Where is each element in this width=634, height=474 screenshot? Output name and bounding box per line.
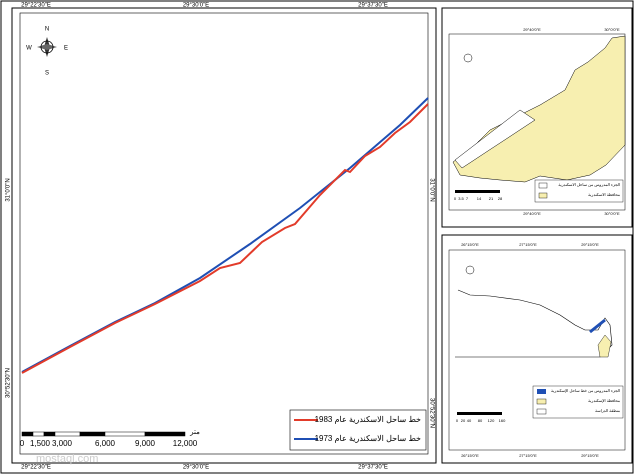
compass-s: S bbox=[45, 71, 49, 77]
top-coord: 26°15'0"E bbox=[461, 242, 479, 247]
scale-label: 3,000 bbox=[52, 439, 73, 448]
inset-neatline bbox=[448, 249, 626, 451]
compass bbox=[37, 37, 57, 57]
scale-label: 1,500 bbox=[30, 439, 51, 448]
legend-swatch bbox=[538, 182, 548, 189]
bottom-coord: 29°22'30"E bbox=[21, 465, 51, 471]
legend-label: خط ساحل الاسكندرية عام 1983 bbox=[315, 415, 421, 424]
bottom-coord: 26°15'0"E bbox=[461, 453, 479, 458]
compass-e: E bbox=[64, 46, 68, 52]
top-coord: 29°30'0"E bbox=[183, 3, 209, 9]
scale-label: 9,000 bbox=[135, 439, 156, 448]
legend-swatch bbox=[537, 389, 546, 394]
study-region bbox=[455, 289, 613, 358]
legend-label: خط ساحل الاسكندرية عام 1973 bbox=[315, 434, 421, 443]
scale-bar bbox=[21, 431, 186, 437]
scale-label: 20 bbox=[461, 418, 466, 423]
legend-swatch bbox=[536, 398, 547, 405]
legend-swatch bbox=[538, 192, 548, 199]
compass-n: N bbox=[45, 27, 49, 33]
legend-label: منطقة الدراسة bbox=[595, 408, 620, 413]
scale-label: 40 bbox=[467, 418, 472, 423]
bottom-coord: 29°30'0"E bbox=[183, 465, 209, 471]
left-coord: 30°52'30"N bbox=[6, 368, 12, 398]
scale-label: 6,000 bbox=[95, 439, 116, 448]
bottom-coord: 29°37'30"E bbox=[358, 465, 388, 471]
top-coord: 29°22'30"E bbox=[21, 3, 51, 9]
study-coast bbox=[589, 318, 606, 334]
top-coord: 30°0'0"E bbox=[604, 27, 620, 32]
legend-swatch bbox=[536, 408, 547, 415]
legend-label: محافظة الاسكندرية bbox=[588, 192, 620, 197]
scale-label: 160 bbox=[499, 418, 506, 423]
coastline-1983 bbox=[21, 103, 429, 374]
top-coord: 29°40'0"E bbox=[523, 27, 541, 32]
main-neatline bbox=[19, 12, 429, 455]
top-coord: 29°37'30"E bbox=[358, 3, 388, 9]
watermark: mostaql.com bbox=[36, 453, 98, 465]
legend-box bbox=[534, 179, 624, 203]
governorate-area bbox=[597, 334, 612, 358]
scale-label: 120 bbox=[488, 418, 495, 423]
study-area bbox=[454, 109, 536, 169]
scale-label: 14 bbox=[477, 196, 482, 201]
bottom-coord: 29°40'0"E bbox=[523, 211, 541, 216]
legend-label: محافظة الإسكندرية bbox=[588, 398, 620, 404]
scale-bar bbox=[457, 412, 502, 415]
top-coord: 27°15'0"E bbox=[519, 242, 537, 247]
compass-w: W bbox=[26, 46, 32, 52]
scale-label: 3.5 bbox=[458, 196, 464, 201]
legend-box bbox=[289, 409, 427, 451]
top-coord: 29°15'0"E bbox=[581, 242, 599, 247]
legend-label: الجزء المدروس من ساحل الاسكندرية bbox=[558, 182, 620, 187]
bottom-coord: 30°0'0"E bbox=[604, 211, 620, 216]
scale-label: 21 bbox=[489, 196, 494, 201]
scale-unit: متر bbox=[189, 429, 200, 436]
legend-label: الجزء المدروس من خط ساحل الإسكندرية bbox=[551, 388, 620, 394]
scale-label: 7 bbox=[466, 196, 469, 201]
bottom-coord: 27°15'0"E bbox=[519, 453, 537, 458]
bottom-coord: 29°15'0"E bbox=[581, 453, 599, 458]
scale-label: 0 bbox=[20, 439, 25, 448]
scale-bar bbox=[455, 190, 500, 193]
scale-label: 80 bbox=[478, 418, 483, 423]
right-coord: 30°52'30"N bbox=[428, 398, 434, 428]
scale-label: 0 bbox=[454, 196, 457, 201]
compass bbox=[465, 265, 475, 275]
left-coord: 31°0'0"N bbox=[6, 178, 12, 201]
compass bbox=[463, 53, 473, 63]
right-coord: 31°0'0"N bbox=[428, 178, 434, 201]
main-frame bbox=[11, 7, 437, 464]
scale-label: 28 bbox=[498, 196, 503, 201]
scale-label: 0 bbox=[456, 418, 459, 423]
legend-box bbox=[532, 385, 624, 419]
scale-label: 12,000 bbox=[173, 439, 198, 448]
